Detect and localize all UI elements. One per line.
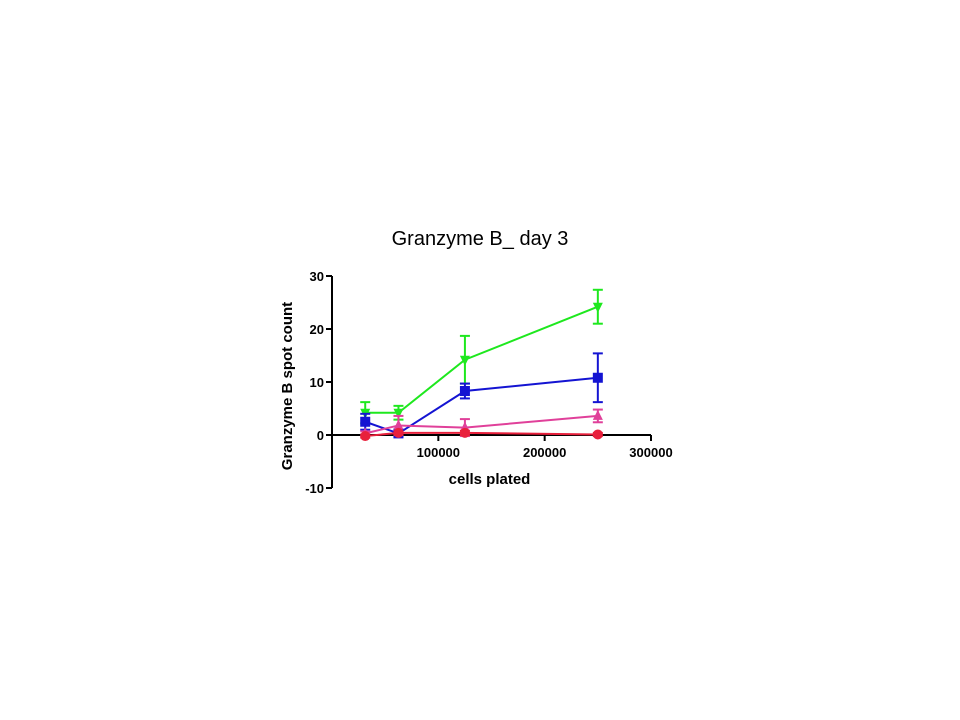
y-axis-label: Granzyme B spot count	[279, 302, 296, 470]
y-ticks: -10 0 10 20 30	[305, 269, 332, 496]
series-1	[360, 288, 603, 425]
data-point	[459, 355, 470, 366]
y-tick-label: 10	[310, 375, 324, 390]
data-point	[459, 427, 470, 438]
data-point	[459, 386, 470, 397]
data-point	[393, 419, 404, 430]
data-point	[393, 408, 404, 419]
x-tick-label: 200000	[523, 445, 566, 460]
data-point	[592, 302, 603, 313]
axes	[331, 276, 651, 488]
y-tick-label: 30	[310, 269, 324, 284]
data-point	[393, 427, 404, 438]
y-tick-label: 0	[317, 428, 324, 443]
y-tick-label: 20	[310, 322, 324, 337]
data-point	[360, 431, 371, 442]
series-layer	[360, 288, 603, 442]
y-tick-label: -10	[305, 481, 324, 496]
x-tick-label: 100000	[417, 445, 460, 460]
series-line	[364, 376, 598, 435]
x-tick-label: 300000	[629, 445, 672, 460]
x-ticks: 100000 200000 300000	[417, 435, 673, 460]
data-point	[592, 429, 603, 440]
series-line	[365, 431, 598, 438]
data-point	[360, 416, 371, 427]
data-point	[592, 409, 603, 420]
series-4	[360, 427, 603, 442]
x-axis-label: cells plated	[449, 471, 531, 488]
data-point	[592, 372, 603, 383]
series-line	[364, 414, 598, 435]
series-line	[365, 305, 599, 414]
chart-title: Granzyme B_ day 3	[391, 228, 569, 250]
